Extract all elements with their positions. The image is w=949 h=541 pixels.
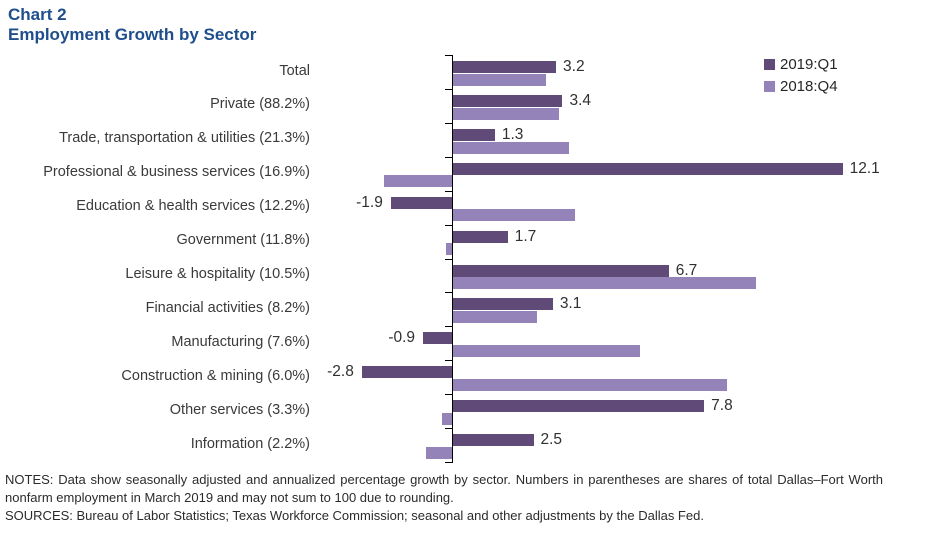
bar-value-label: 6.7 xyxy=(675,261,698,279)
bar-2018q4-5 xyxy=(445,243,452,256)
axis-tick xyxy=(445,190,453,192)
bar-value-label: 1.7 xyxy=(514,227,537,245)
category-label: Manufacturing (7.6%) xyxy=(171,333,310,350)
chart-title: Chart 2 Employment Growth by Sector xyxy=(8,5,256,45)
axis-tick xyxy=(445,394,453,396)
legend: 2019:Q1 2018:Q4 xyxy=(764,53,838,97)
axis-tick xyxy=(445,88,453,90)
bar-2018q4-8 xyxy=(453,345,640,358)
legend-label-2018q4: 2018:Q4 xyxy=(780,77,838,95)
bar-2019q1-8 xyxy=(423,332,452,345)
bar-2019q1-6 xyxy=(453,264,669,277)
bar-2018q4-11 xyxy=(426,446,452,459)
axis-tick xyxy=(445,326,453,328)
chart-title-line2: Employment Growth by Sector xyxy=(8,25,257,44)
category-label: Government (11.8%) xyxy=(176,232,310,249)
legend-item-2019q1: 2019:Q1 xyxy=(764,53,838,75)
bar-value-label: -1.9 xyxy=(356,193,383,211)
legend-label-2019q1: 2019:Q1 xyxy=(780,55,838,73)
bar-2018q4-0 xyxy=(453,73,547,86)
bar-value-label: 1.3 xyxy=(501,125,524,143)
category-label: Leisure & hospitality (10.5%) xyxy=(125,266,310,283)
bar-2019q1-2 xyxy=(453,128,495,141)
bar-2018q4-9 xyxy=(453,378,727,391)
footnotes: NOTES: Data show seasonally adjusted and… xyxy=(5,471,883,525)
bar-2018q4-2 xyxy=(453,141,569,154)
bar-2019q1-1 xyxy=(453,94,563,107)
axis-tick xyxy=(445,122,453,124)
bar-2019q1-7 xyxy=(453,298,553,311)
axis-tick xyxy=(445,428,453,430)
notes-text: NOTES: Data show seasonally adjusted and… xyxy=(5,472,883,505)
legend-swatch-2019q1-icon xyxy=(764,58,775,70)
axis-tick xyxy=(445,55,453,56)
bar-2018q4-3 xyxy=(384,175,452,188)
bar-value-label: 12.1 xyxy=(849,159,880,177)
bar-value-label: 3.1 xyxy=(559,295,582,313)
bar-2019q1-5 xyxy=(453,230,508,243)
bar-2018q4-4 xyxy=(453,209,576,222)
bar-2018q4-10 xyxy=(442,412,452,425)
bar-value-label: 3.4 xyxy=(569,91,592,109)
category-label: Total xyxy=(279,62,310,79)
category-label: Construction & mining (6.0%) xyxy=(121,367,310,384)
category-label: Other services (3.3%) xyxy=(169,401,310,418)
category-label: Trade, transportation & utilities (21.3%… xyxy=(59,130,310,147)
legend-item-2018q4: 2018:Q4 xyxy=(764,75,838,97)
sources-text: SOURCES: Bureau of Labor Statistics; Tex… xyxy=(5,508,704,523)
bar-value-label: 3.2 xyxy=(563,58,585,75)
category-label: Information (2.2%) xyxy=(190,435,310,452)
bar-2019q1-0 xyxy=(453,61,557,73)
bar-2019q1-11 xyxy=(453,434,534,447)
bar-2019q1-9 xyxy=(361,366,452,379)
bar-2019q1-4 xyxy=(390,196,452,209)
category-label: Private (88.2%) xyxy=(210,96,310,113)
bar-2018q4-1 xyxy=(453,107,560,120)
chart-title-line1: Chart 2 xyxy=(8,5,67,24)
bar-value-label: 2.5 xyxy=(540,431,563,449)
bar-value-label: 7.8 xyxy=(711,397,733,415)
bar-2018q4-6 xyxy=(453,277,756,290)
legend-swatch-2018q4-icon xyxy=(764,80,775,92)
axis-tick xyxy=(445,360,453,362)
axis-tick xyxy=(445,258,453,260)
bar-value-label: -2.8 xyxy=(327,363,354,381)
axis-tick xyxy=(445,292,453,294)
bar-value-label: -0.9 xyxy=(388,329,416,347)
axis-tick xyxy=(445,462,453,464)
category-label: Professional & business services (16.9%) xyxy=(43,164,310,181)
bar-2019q1-10 xyxy=(453,400,705,413)
axis-tick xyxy=(445,224,453,226)
bar-2018q4-7 xyxy=(453,311,537,324)
category-label: Financial activities (8.2%) xyxy=(145,299,310,316)
category-label: Education & health services (12.2%) xyxy=(76,198,310,215)
bar-2019q1-3 xyxy=(453,162,843,175)
axis-tick xyxy=(445,156,453,158)
